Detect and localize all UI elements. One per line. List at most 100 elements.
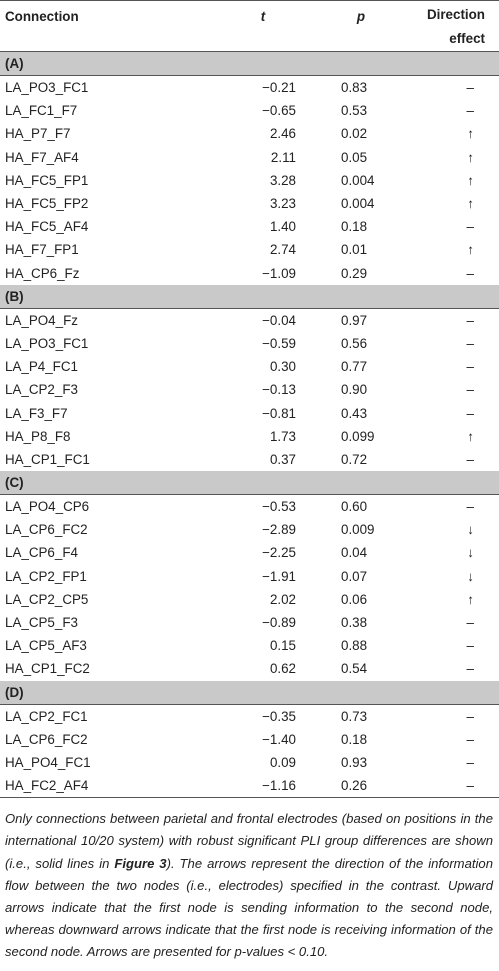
t-value-cell: 0.62 xyxy=(269,661,296,677)
t-value-cell: −0.04 xyxy=(262,312,296,328)
table-row: LA_CP2_FC1 −0.35 0.73 – xyxy=(0,704,499,728)
connection-cell: LA_CP6_FC2 xyxy=(5,522,88,538)
connection-cell: HA_P7_F7 xyxy=(5,126,71,142)
p-value-cell: 0.54 xyxy=(341,661,368,677)
header-t: t xyxy=(220,0,306,52)
t-value-cell: −2.25 xyxy=(262,545,296,561)
t-value-cell: −1.91 xyxy=(262,568,296,584)
t-value-cell: −1.16 xyxy=(220,774,306,799)
t-value-cell: 3.28 xyxy=(269,172,296,188)
table-row: LA_CP6_FC2 −2.89 0.009 ↓ xyxy=(0,518,499,541)
footnote-text-before: Only connections between parietal and fr… xyxy=(5,811,493,871)
p-value-cell: 0.60 xyxy=(341,499,368,515)
t-value-cell: 1.73 xyxy=(269,428,296,444)
p-value-cell: 0.56 xyxy=(341,335,368,351)
table-row: HA_FC2_AF4 −1.16 0.26– xyxy=(0,774,499,799)
section-label: (C) xyxy=(0,471,499,495)
connection-cell: LA_CP2_F3 xyxy=(5,382,78,398)
p-value-cell: 0.53 xyxy=(341,103,368,119)
header-p: p xyxy=(306,0,416,52)
p-value-cell: 0.01 xyxy=(341,242,368,258)
t-value-cell: −0.65 xyxy=(262,103,296,119)
table-row: HA_FC5_AF4 1.40 0.18 – xyxy=(0,215,499,238)
p-value-cell: 0.04 xyxy=(341,545,368,561)
p-value-cell: 0.18 xyxy=(341,219,368,235)
p-value-cell: 0.29 xyxy=(341,265,368,281)
direction-cell: ↓ xyxy=(467,568,474,584)
direction-cell: – xyxy=(466,80,474,96)
connection-cell: LA_F3_F7 xyxy=(5,405,68,421)
connection-cell: HA_FC5_FP1 xyxy=(5,172,89,188)
section-header-row: (D) xyxy=(0,680,499,705)
table-footnote: Only connections between parietal and fr… xyxy=(0,798,499,963)
p-value-cell: 0.97 xyxy=(341,312,368,328)
table-row: LA_PO3_FC1 −0.21 0.83 – xyxy=(0,76,499,100)
p-value-cell: 0.02 xyxy=(341,126,368,142)
direction-cell: ↑ xyxy=(467,428,474,444)
direction-cell: – xyxy=(466,382,474,398)
connection-cell: HA_CP1_FC1 xyxy=(5,451,90,467)
direction-cell: ↓ xyxy=(467,522,474,538)
table-row: HA_CP6_Fz −1.09 0.29 – xyxy=(0,262,499,285)
connection-cell: LA_CP2_CP5 xyxy=(5,591,89,607)
p-value-cell: 0.099 xyxy=(341,428,375,444)
table-row: LA_FC1_F7 −0.65 0.53 – xyxy=(0,99,499,122)
p-value-cell: 0.73 xyxy=(341,708,368,724)
figure-reference: Figure 3 xyxy=(114,855,167,871)
direction-cell: – xyxy=(466,499,474,515)
p-value-cell: 0.88 xyxy=(341,638,368,654)
direction-cell: ↑ xyxy=(467,149,474,165)
connection-cell: HA_F7_FP1 xyxy=(5,242,79,258)
p-value-cell: 0.90 xyxy=(341,382,368,398)
header-connection: Connection xyxy=(0,0,220,52)
section-label: (D) xyxy=(0,680,499,705)
table-row: HA_FC5_FP2 3.23 0.004 ↑ xyxy=(0,192,499,215)
t-value-cell: 0.09 xyxy=(269,754,296,770)
connection-cell: HA_CP1_FC2 xyxy=(5,661,90,677)
connection-cell: HA_CP6_Fz xyxy=(5,265,80,281)
t-value-cell: −0.35 xyxy=(262,708,296,724)
table-row: HA_P8_F8 1.73 0.099 ↑ xyxy=(0,425,499,448)
connection-cell: LA_CP2_FP1 xyxy=(5,568,87,584)
table-row: LA_CP5_F3 −0.89 0.38 – xyxy=(0,611,499,634)
connection-cell: LA_CP5_F3 xyxy=(5,615,78,631)
section-label: (A) xyxy=(0,51,499,76)
section-header-row: (A) xyxy=(0,51,499,76)
t-value-cell: 1.40 xyxy=(269,219,296,235)
direction-cell: ↑ xyxy=(467,242,474,258)
direction-cell: ↓ xyxy=(467,545,474,561)
p-value-cell: 0.004 xyxy=(341,172,375,188)
header-row: Connection t p Direction effect xyxy=(0,0,499,52)
table-row: LA_CP2_FP1 −1.91 0.07 ↓ xyxy=(0,565,499,588)
table-body: (A) LA_PO3_FC1 −0.21 0.83 – LA_FC1_F7 −0.65 0.5… xyxy=(0,51,499,799)
p-value-cell: 0.07 xyxy=(341,568,368,584)
direction-cell: – xyxy=(466,405,474,421)
table-row: LA_CP2_F3 −0.13 0.90 – xyxy=(0,378,499,401)
direction-cell: – xyxy=(466,103,474,119)
section-header-row: (B) xyxy=(0,284,499,309)
direction-cell: ↑ xyxy=(467,172,474,188)
table-row: HA_F7_AF4 2.11 0.05 ↑ xyxy=(0,146,499,169)
table-row: HA_PO4_FC1 0.09 0.93 – xyxy=(0,751,499,774)
p-value-cell: 0.72 xyxy=(341,451,368,467)
direction-cell: – xyxy=(466,265,474,281)
t-value-cell: 3.23 xyxy=(269,196,296,212)
t-value-cell: −0.89 xyxy=(262,615,296,631)
connection-cell: HA_F7_AF4 xyxy=(5,149,79,165)
table-row: HA_F7_FP1 2.74 0.01 ↑ xyxy=(0,238,499,261)
connection-cell: LA_PO4_CP6 xyxy=(5,499,90,515)
table-row: HA_CP1_FC2 0.62 0.54 – xyxy=(0,657,499,680)
t-value-cell: 2.74 xyxy=(269,242,296,258)
table-row: LA_PO4_CP6 −0.53 0.60 – xyxy=(0,495,499,519)
connection-cell: LA_CP5_AF3 xyxy=(5,638,87,654)
p-value-cell: 0.93 xyxy=(341,754,368,770)
direction-cell: ↑ xyxy=(467,196,474,212)
t-value-cell: −0.13 xyxy=(262,382,296,398)
t-value-cell: −0.59 xyxy=(262,335,296,351)
p-value-cell: 0.06 xyxy=(341,591,368,607)
connection-cell: HA_FC2_AF4 xyxy=(0,774,220,799)
connection-cell: LA_PO4_Fz xyxy=(5,312,78,328)
t-value-cell: −0.53 xyxy=(262,499,296,515)
connections-table: Connection t p Direction effect (A) LA_PO… xyxy=(0,0,499,799)
